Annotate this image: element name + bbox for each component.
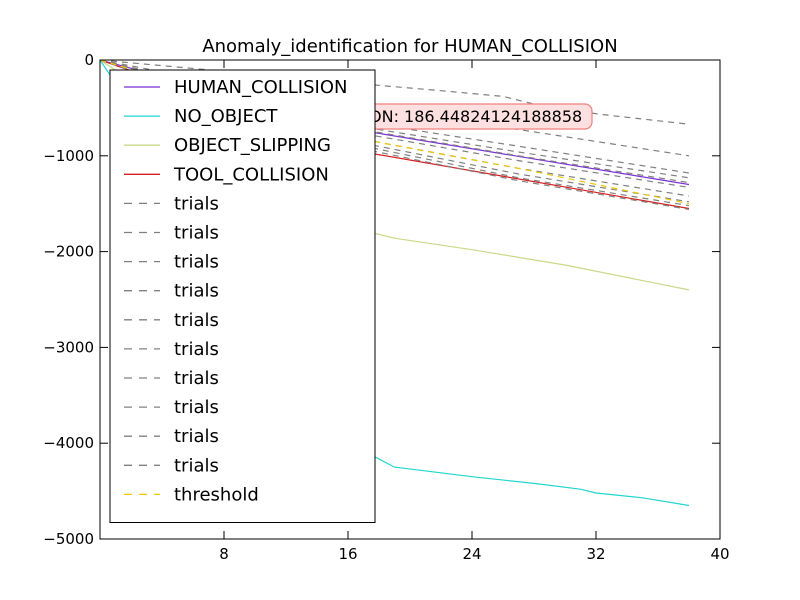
legend-label: trials bbox=[174, 339, 219, 360]
axis-layer: 8 16 24 32 40 0 −1000 −2000 −3000 −4000 −5000 bbox=[43, 51, 729, 563]
x-tick-label: 16 bbox=[338, 545, 357, 563]
y-tick-label: −5000 bbox=[43, 530, 94, 548]
legend-label: trials bbox=[174, 193, 219, 214]
x-tick-label: 32 bbox=[586, 545, 605, 563]
series-line-trials-11 bbox=[100, 60, 690, 203]
legend-label: trials bbox=[174, 455, 219, 476]
x-tick-label: 24 bbox=[462, 545, 481, 563]
legend-label: NO_OBJECT bbox=[174, 106, 278, 127]
legend-label: HUMAN_COLLISION bbox=[174, 77, 348, 98]
legend-label: trials bbox=[174, 426, 219, 447]
legend-label: trials bbox=[174, 368, 219, 389]
legend-label: trials bbox=[174, 397, 219, 418]
chart-title: Anomaly_identification for HUMAN_COLLISI… bbox=[202, 36, 617, 57]
legend-label: trials bbox=[174, 310, 219, 331]
y-tick-label: −2000 bbox=[43, 243, 94, 261]
y-tick-label: 0 bbox=[84, 51, 94, 69]
legend-label: trials bbox=[174, 281, 219, 302]
series-line-trials-13 bbox=[100, 60, 690, 210]
legend-label: trials bbox=[174, 252, 219, 273]
y-tick-label: −1000 bbox=[43, 147, 94, 165]
legend-label: TOOL_COLLISION bbox=[173, 164, 329, 185]
legend-label: trials bbox=[174, 223, 219, 244]
annotation-text: ON: 186.44824124188858 bbox=[369, 107, 582, 126]
legend-label: threshold bbox=[174, 484, 259, 505]
x-tick-label: 8 bbox=[219, 545, 229, 563]
y-tick-label: −3000 bbox=[43, 338, 94, 356]
legend: HUMAN_COLLISION NO_OBJECT OBJECT_SLIPPING T… bbox=[109, 69, 376, 523]
series-line-trials-12 bbox=[100, 60, 690, 207]
x-tick-label: 40 bbox=[710, 545, 729, 563]
y-tick-label: −4000 bbox=[43, 434, 94, 452]
legend-label: OBJECT_SLIPPING bbox=[174, 135, 331, 156]
annotation-layer: ON: 186.44824124188858 bbox=[359, 103, 593, 130]
plot-frame bbox=[99, 59, 721, 540]
